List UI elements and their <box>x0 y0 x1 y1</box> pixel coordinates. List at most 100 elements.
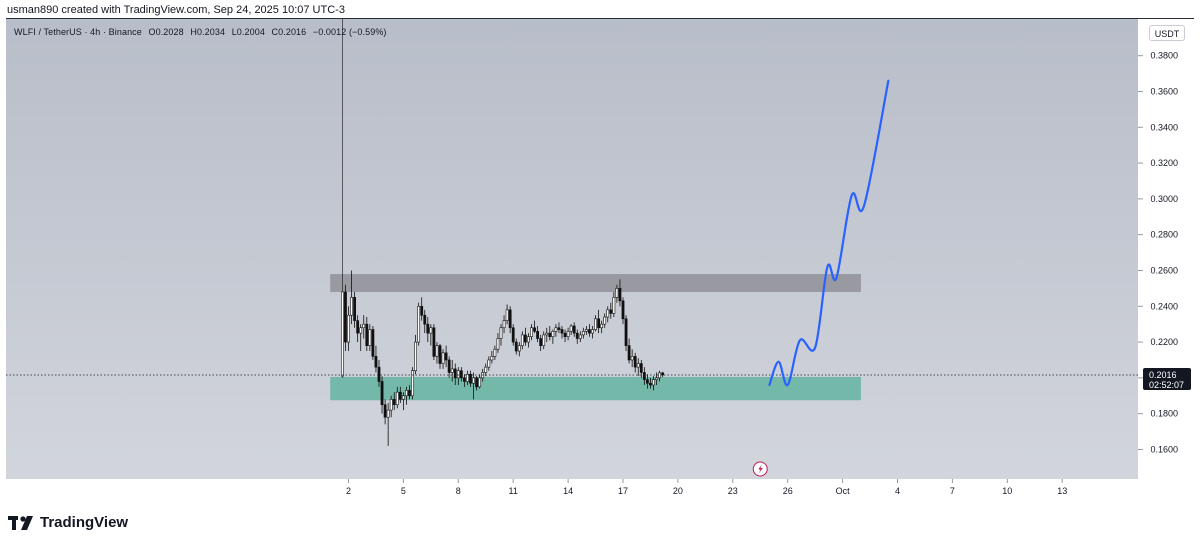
candle-body[interactable] <box>356 320 360 334</box>
candle-body[interactable] <box>362 323 366 329</box>
candle-body[interactable] <box>591 329 594 334</box>
candle-body[interactable] <box>597 318 601 329</box>
candle-body[interactable] <box>447 359 451 373</box>
resistance-zone[interactable] <box>330 274 861 292</box>
legend-symbol[interactable]: WLFI / TetherUS · 4h · Binance <box>14 27 142 37</box>
candle-body[interactable] <box>645 379 649 384</box>
candle-body[interactable] <box>551 331 555 338</box>
candle-body[interactable] <box>557 327 561 330</box>
candle-body[interactable] <box>502 320 506 329</box>
candle-body[interactable] <box>603 316 607 325</box>
candle-body[interactable] <box>417 305 421 343</box>
candle-body[interactable] <box>472 377 475 384</box>
candle-body[interactable] <box>642 372 646 380</box>
candle-body[interactable] <box>527 336 530 343</box>
candle-body[interactable] <box>575 332 579 339</box>
candle-body[interactable] <box>432 327 436 357</box>
candle-body[interactable] <box>374 356 378 368</box>
candle-body[interactable] <box>371 329 375 357</box>
candle-body[interactable] <box>536 331 540 339</box>
candle-body[interactable] <box>563 332 567 338</box>
support-zone[interactable] <box>330 376 861 401</box>
tradingview-brand[interactable]: TradingView <box>8 514 128 531</box>
candle-body[interactable] <box>405 390 408 397</box>
candle-body[interactable] <box>444 352 448 361</box>
candle-body[interactable] <box>350 297 353 316</box>
candle-body[interactable] <box>566 331 570 338</box>
candle-body[interactable] <box>493 348 497 357</box>
candle-body[interactable] <box>624 318 628 346</box>
candle-body[interactable] <box>615 288 619 298</box>
candle-body[interactable] <box>414 341 418 372</box>
candle-body[interactable] <box>377 366 381 382</box>
candle-body[interactable] <box>435 345 439 357</box>
candle-body[interactable] <box>420 305 424 316</box>
candle-body[interactable] <box>453 368 457 379</box>
candle-body[interactable] <box>462 377 466 382</box>
candle-body[interactable] <box>441 352 445 364</box>
candle-body[interactable] <box>600 323 604 329</box>
candle-body[interactable] <box>609 309 613 314</box>
candle-body[interactable] <box>365 323 369 346</box>
candle-body[interactable] <box>649 382 652 386</box>
candle-body[interactable] <box>466 373 469 382</box>
candle-body[interactable] <box>606 309 610 318</box>
candle-body[interactable] <box>530 327 533 338</box>
candle-body[interactable] <box>618 288 622 302</box>
candle-body[interactable] <box>380 381 384 406</box>
candle-body[interactable] <box>539 338 543 346</box>
candle-body[interactable] <box>423 314 427 325</box>
candle-body[interactable] <box>469 373 472 384</box>
candle-body[interactable] <box>344 291 347 343</box>
candle-body[interactable] <box>572 325 576 334</box>
candle-body[interactable] <box>554 327 558 332</box>
candle-body[interactable] <box>340 291 344 377</box>
currency-button[interactable]: USDT <box>1149 25 1185 41</box>
candle-body[interactable] <box>511 327 515 343</box>
candle-body[interactable] <box>401 395 405 400</box>
projection-line[interactable] <box>768 79 890 387</box>
candle-body[interactable] <box>499 327 503 339</box>
candle-body[interactable] <box>386 409 390 418</box>
candle-body[interactable] <box>368 329 372 346</box>
candle-body[interactable] <box>429 327 433 334</box>
candle-body[interactable] <box>505 309 509 321</box>
candle-body[interactable] <box>487 359 491 368</box>
candle-body[interactable] <box>633 356 637 368</box>
candle-body[interactable] <box>514 341 518 352</box>
candle-body[interactable] <box>383 404 387 418</box>
candle-body[interactable] <box>652 379 655 386</box>
candle-body[interactable] <box>508 309 512 329</box>
candle-body[interactable] <box>560 329 564 334</box>
candle-body[interactable] <box>490 356 494 361</box>
price-scale[interactable] <box>1138 19 1194 479</box>
candle-body[interactable] <box>359 327 363 334</box>
candle-body[interactable] <box>459 370 463 379</box>
candle-body[interactable] <box>636 363 640 368</box>
candle-body[interactable] <box>639 363 643 373</box>
time-scale[interactable] <box>6 479 1194 501</box>
candle-body[interactable] <box>395 391 399 406</box>
candle-body[interactable] <box>655 377 658 380</box>
candle-body[interactable] <box>496 338 500 350</box>
candle-body[interactable] <box>426 323 430 334</box>
candle-body[interactable] <box>353 297 357 321</box>
candle-body[interactable] <box>594 318 597 330</box>
candle-body[interactable] <box>484 366 488 373</box>
chart-pane[interactable] <box>6 19 1138 479</box>
candle-body[interactable] <box>389 399 393 411</box>
candle-body[interactable] <box>450 368 454 373</box>
candle-body[interactable] <box>658 372 662 379</box>
candle-body[interactable] <box>548 332 552 338</box>
candle-body[interactable] <box>630 356 634 361</box>
candle-body[interactable] <box>612 297 616 314</box>
candle-body[interactable] <box>523 334 527 343</box>
candle-body[interactable] <box>578 334 582 339</box>
candle-body[interactable] <box>542 334 546 346</box>
candle-body[interactable] <box>627 345 631 361</box>
candle-body[interactable] <box>478 377 482 388</box>
candle-body[interactable] <box>520 334 524 346</box>
candle-body[interactable] <box>661 372 665 376</box>
candle-body[interactable] <box>398 391 402 400</box>
candle-body[interactable] <box>545 332 549 336</box>
